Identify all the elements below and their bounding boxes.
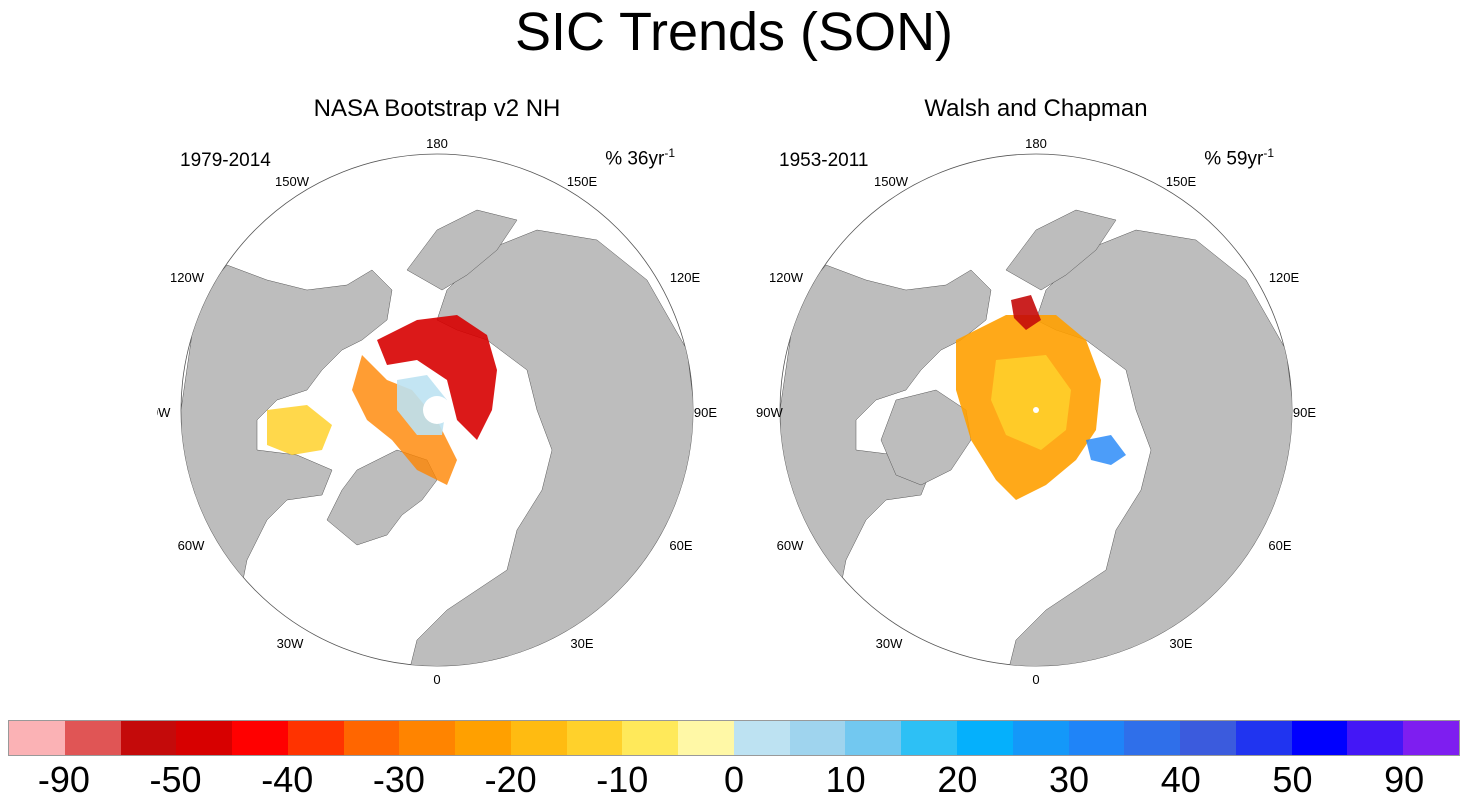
lon-label-150e: 150E [567, 174, 598, 189]
colorbar-tick-label: 30 [1049, 759, 1090, 800]
lon-label-0: 0 [1032, 672, 1039, 687]
colorbar-tick-label: 10 [825, 759, 866, 800]
colorbar-box [622, 721, 679, 755]
lon-label-180: 180 [1025, 136, 1047, 151]
lon-label-120e: 120E [1269, 270, 1300, 285]
colorbar-box [1012, 721, 1069, 755]
trend-field-decline [352, 355, 457, 485]
panel-walsh-chapman: Walsh and Chapman 1953-2011 % 59yr-1 180… [756, 90, 1316, 690]
lon-label-30w: 30W [876, 636, 903, 651]
lon-label-30e: 30E [570, 636, 593, 651]
colorbar-tick-label: 20 [937, 759, 978, 800]
lon-label-0: 0 [433, 672, 440, 687]
panel-title: NASA Bootstrap v2 NH [313, 95, 561, 122]
colorbar-box [901, 721, 958, 755]
colorbar-box [845, 721, 902, 755]
colorbar [8, 720, 1460, 756]
colorbar-box [455, 721, 511, 755]
polar-map-walsh: 180 0 150W 150E 120W 120E 90W 90E 60W 60… [756, 136, 1316, 687]
colorbar-tick-label: 0 [723, 759, 745, 800]
colorbar-tick-label: 40 [1160, 759, 1201, 800]
colorbar-box [64, 721, 121, 755]
lon-label-120e: 120E [670, 270, 701, 285]
colorbar-box [399, 721, 456, 755]
land-siberia-east [406, 209, 518, 291]
colorbar-box [232, 721, 288, 755]
land-north-america [780, 264, 992, 651]
trend-field-increase [1086, 435, 1126, 465]
colorbar-box [343, 721, 400, 755]
colorbar-box [287, 721, 344, 755]
panel-title: Walsh and Chapman [924, 95, 1148, 122]
trend-field-weak [267, 405, 332, 455]
lon-label-180: 180 [426, 136, 448, 151]
lon-label-60w: 60W [178, 538, 205, 553]
lon-label-60w: 60W [777, 538, 804, 553]
trend-field-decline-strong [1011, 295, 1041, 330]
colorbar-box [1347, 721, 1404, 755]
lon-label-90w: 90W [756, 405, 783, 420]
colorbar-tick-label: -30 [372, 759, 425, 800]
colorbar-box [120, 721, 177, 755]
pole-hole [1033, 407, 1039, 413]
colorbar-tick-label: -50 [149, 759, 202, 800]
colorbar-box [1124, 721, 1181, 755]
colorbar-box [733, 721, 790, 755]
lon-label-90e: 90E [694, 405, 717, 420]
colorbar-tick-label: -20 [484, 759, 537, 800]
colorbar-box [566, 721, 623, 755]
colorbar-box [1403, 721, 1459, 755]
land-greenland [880, 389, 972, 486]
colorbar-box [1180, 721, 1236, 755]
colorbar-tick-label: -40 [261, 759, 314, 800]
colorbar-labels: -90 -50 -40 -30 -20 -10 0 10 20 30 40 50 90 [8, 758, 1460, 802]
colorbar-box [176, 721, 233, 755]
lon-label-30w: 30W [277, 636, 304, 651]
colorbar-box [510, 721, 567, 755]
period-label: 1979-2014 [180, 150, 271, 171]
land-north-america [181, 264, 393, 651]
land-siberia-east [1005, 209, 1117, 291]
figure-title: SIC Trends (SON) [514, 2, 954, 62]
units-label: % 59yr-1 [1204, 146, 1274, 170]
polar-map-nasa: 180 0 150W 150E 120W 120E 90W 90E 60W 60… [157, 136, 717, 687]
units-label: % 36yr-1 [605, 146, 675, 170]
pole-hole [423, 396, 451, 424]
colorbar-tick-label: -10 [596, 759, 649, 800]
colorbar-box [957, 721, 1013, 755]
trend-field-weak [991, 355, 1071, 450]
colorbar-box [9, 721, 65, 755]
colorbar-tick-label: 90 [1384, 759, 1425, 800]
lon-label-120w: 120W [769, 270, 804, 285]
lon-label-60e: 60E [1268, 538, 1291, 553]
period-label: 1953-2011 [779, 150, 869, 171]
colorbar-box [1235, 721, 1292, 755]
lon-label-60e: 60E [669, 538, 692, 553]
lon-label-30e: 30E [1169, 636, 1192, 651]
lon-label-150w: 150W [874, 174, 909, 189]
trend-field-decline-strong [377, 315, 497, 440]
colorbar-box [1068, 721, 1125, 755]
colorbar-box [678, 721, 734, 755]
colorbar-box [1291, 721, 1348, 755]
lon-label-120w: 120W [170, 270, 205, 285]
lon-label-150w: 150W [275, 174, 310, 189]
lon-label-90w: 90W [157, 405, 171, 420]
colorbar-tick-label: 50 [1272, 759, 1313, 800]
lon-label-90e: 90E [1293, 405, 1316, 420]
colorbar-tick-label: -90 [37, 759, 90, 800]
lon-label-150e: 150E [1166, 174, 1197, 189]
colorbar-box [789, 721, 846, 755]
panel-nasa-bootstrap: NASA Bootstrap v2 NH 1979-2014 % 36yr-1 … [157, 90, 717, 690]
